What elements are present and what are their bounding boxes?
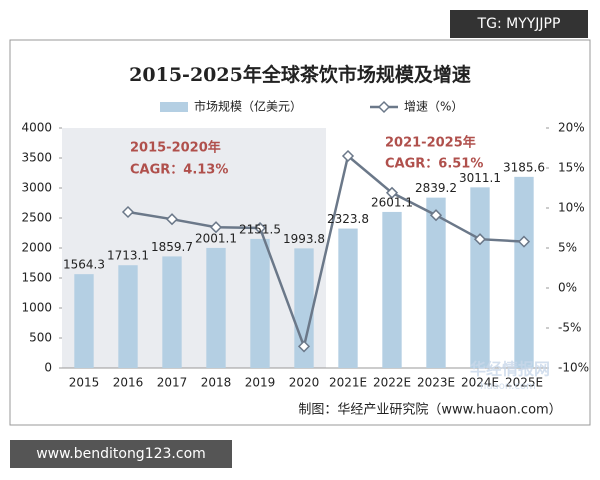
bar xyxy=(162,256,182,368)
bar xyxy=(250,238,270,368)
x-tick-label: 2025E xyxy=(505,376,543,390)
line-marker xyxy=(165,213,179,226)
bar xyxy=(382,211,402,368)
legend-swatch xyxy=(160,102,188,112)
watermark-box xyxy=(450,10,588,38)
growth-line xyxy=(127,153,525,351)
x-tick-label: 2024E xyxy=(461,376,499,390)
y2-tick-label: 20% xyxy=(558,121,585,135)
line-marker xyxy=(253,221,267,235)
y2-tick-label: 10% xyxy=(558,201,585,215)
x-tick-label: 2023E xyxy=(417,376,455,390)
legend-label: 增速（%） xyxy=(404,100,463,114)
x-tick-label: 2020 xyxy=(289,376,320,390)
value-label: 2839.2 xyxy=(415,181,457,195)
value-label: 2323.8 xyxy=(327,212,369,226)
highlight-region xyxy=(62,128,326,368)
x-tick-label: 2016 xyxy=(113,376,144,390)
line-marker xyxy=(429,209,443,222)
y-tick-label: 3000 xyxy=(21,181,52,195)
y2-tick-label: 0% xyxy=(558,281,577,295)
watermark: www.benditong123.com xyxy=(36,446,206,462)
line-marker xyxy=(473,233,487,246)
value-label: 1564.3 xyxy=(63,258,105,272)
x-tick-label: 2019 xyxy=(245,376,276,390)
bar xyxy=(338,228,358,368)
x-tick-label: 2017 xyxy=(157,376,188,390)
y-tick-label: 2500 xyxy=(21,211,52,225)
value-label: 1993.8 xyxy=(283,232,325,246)
y-tick-label: 0 xyxy=(44,361,52,375)
y-tick-label: 1000 xyxy=(21,301,52,315)
watermark: TG: MYYJJPP xyxy=(477,16,561,32)
line-marker xyxy=(297,340,311,353)
y-tick-label: 2000 xyxy=(21,241,52,255)
x-tick-label: 2021E xyxy=(329,376,367,390)
y-tick-label: 3500 xyxy=(21,151,52,165)
bar xyxy=(206,247,226,368)
watermark: huaon.com xyxy=(480,381,536,392)
value-label: 3011.1 xyxy=(459,171,501,185)
annotation: CAGR：6.51% xyxy=(385,157,483,172)
watermark-box xyxy=(10,440,232,468)
value-label: 3185.6 xyxy=(503,160,545,174)
x-tick-label: 2022E xyxy=(373,376,411,390)
annotation: 2021-2025年 xyxy=(385,135,476,151)
x-tick-label: 2018 xyxy=(201,376,232,390)
y-tick-label: 4000 xyxy=(21,121,52,135)
value-label: 1713.1 xyxy=(107,249,149,263)
bar xyxy=(294,248,314,368)
bar xyxy=(118,265,138,368)
y2-tick-label: -5% xyxy=(558,321,581,335)
y2-tick-label: 5% xyxy=(558,241,577,255)
x-tick-label: 2015 xyxy=(69,376,100,390)
y2-tick-label: 15% xyxy=(558,161,585,175)
bar xyxy=(514,176,534,368)
value-label: 2601.1 xyxy=(371,195,413,209)
y-tick-label: 500 xyxy=(29,331,52,345)
bar xyxy=(74,274,94,368)
legend-marker xyxy=(377,100,391,114)
value-label: 2151.5 xyxy=(239,222,281,236)
line-marker xyxy=(341,149,355,163)
annotation: CAGR：4.13% xyxy=(130,163,228,178)
watermark: 华经情报网 xyxy=(470,360,550,379)
legend-label: 市场规模（亿美元） xyxy=(194,99,302,114)
value-label: 1859.7 xyxy=(151,240,193,254)
source: 制图：华经产业研究院（www.huaon.com） xyxy=(298,403,561,418)
y-tick-label: 1500 xyxy=(21,271,52,285)
bar xyxy=(426,197,446,368)
line-marker xyxy=(121,205,135,219)
line-marker xyxy=(385,186,399,199)
value-label: 2001.1 xyxy=(195,231,237,245)
annotation: 2015-2020年 xyxy=(130,140,221,156)
line-marker xyxy=(517,235,531,248)
chart-title: 2015-2025年全球茶饮市场规模及增速 xyxy=(129,63,471,86)
y2-tick-label: -10% xyxy=(558,361,589,375)
bar xyxy=(470,187,490,368)
line-marker xyxy=(209,221,223,234)
